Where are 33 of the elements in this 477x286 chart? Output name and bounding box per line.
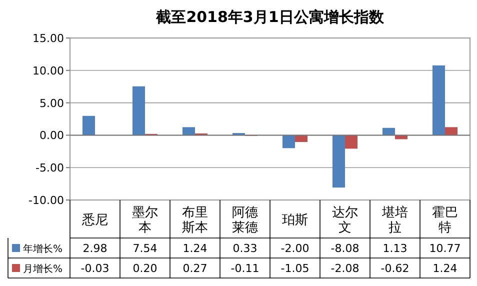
x-tick-label: 堪培拉: [381, 206, 408, 236]
x-tick-label: 阿德莱德: [232, 206, 258, 236]
data-label: 10.77: [429, 242, 461, 255]
y-tick-label: -5.00: [36, 162, 64, 175]
data-label: 1.24: [182, 242, 208, 255]
data-label: 0.33: [232, 242, 258, 255]
data-label: -8.08: [330, 242, 360, 255]
y-tick-label: 5.00: [40, 96, 64, 110]
y-tick-label: 15.00: [32, 32, 64, 45]
y-tick-label: -10.00: [28, 194, 64, 207]
data-label: -1.05: [280, 262, 310, 275]
data-label: 2.98: [82, 242, 108, 255]
x-tick-label: 霍巴特: [432, 206, 458, 236]
x-tick-label: 悉尼: [81, 213, 108, 228]
data-label: -0.11: [230, 262, 260, 275]
data-label: 1.13: [382, 242, 408, 255]
data-label: 0.20: [132, 262, 158, 275]
x-tick-label: 珀斯: [282, 213, 308, 228]
data-label: -2.08: [330, 262, 360, 275]
chart-title: 截至2018年3月1日公寓增长指数: [155, 8, 385, 26]
data-label: -0.62: [380, 262, 410, 275]
x-tick-label: 墨尔本: [132, 206, 158, 236]
data-label: -2.00: [280, 242, 310, 255]
x-tick-label: 布里斯本: [182, 206, 208, 236]
legend-label: 年增长%: [23, 243, 63, 255]
y-tick-label: 10.00: [32, 64, 64, 78]
data-label: 1.24: [432, 262, 458, 275]
data-label: -0.03: [80, 262, 110, 275]
data-label: 7.54: [132, 242, 158, 255]
legend-label: 月增长%: [23, 263, 63, 275]
y-tick-label: 0.00: [40, 129, 64, 142]
data-label: 0.27: [182, 262, 208, 275]
x-tick-label: 达尔文: [332, 206, 358, 236]
